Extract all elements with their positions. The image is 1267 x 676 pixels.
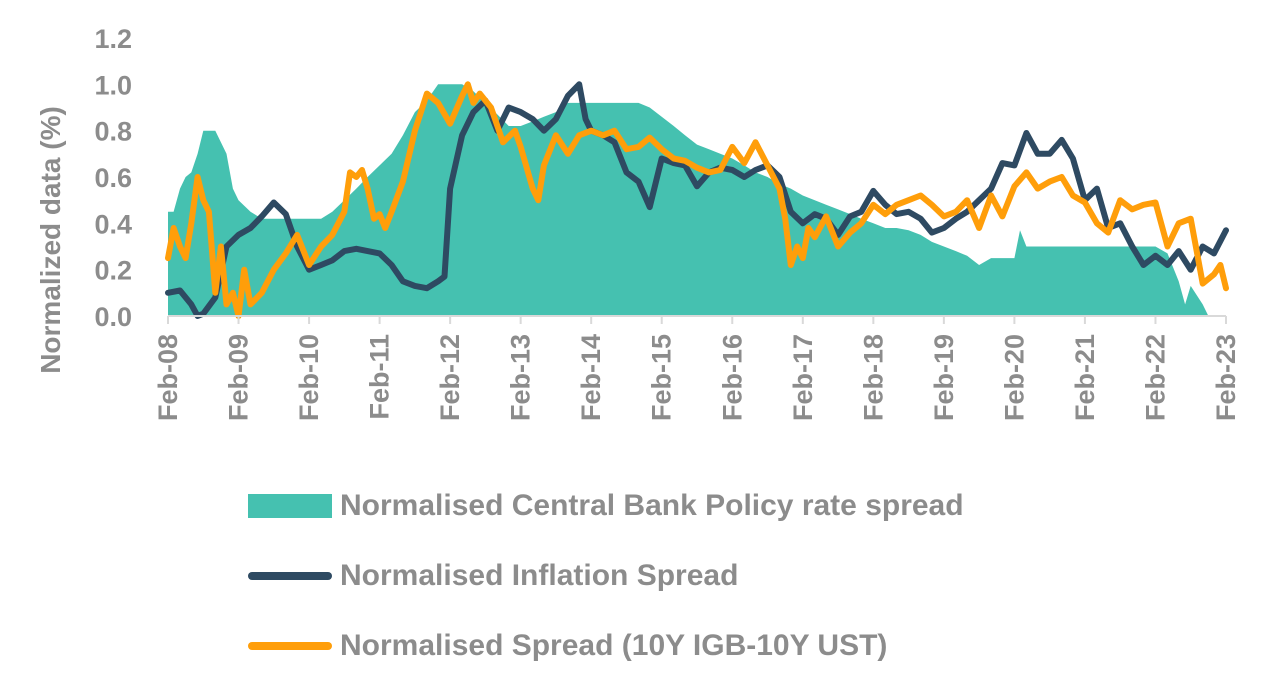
x-tick-label: Feb-20 xyxy=(999,334,1029,421)
y-tick-label: 0.2 xyxy=(94,256,132,286)
x-tick-label: Feb-17 xyxy=(788,334,818,421)
y-axis-label: Normalized data (%) xyxy=(35,106,66,374)
x-tick-label: Feb-14 xyxy=(576,334,606,421)
x-tick-label: Feb-15 xyxy=(647,334,677,421)
x-ticks: Feb-08 Feb-09 Feb-10 Feb-11 Feb-12 Feb-13 Feb-… xyxy=(153,316,1241,421)
y-ticks: 0.0 0.2 0.4 0.6 0.8 1.0 1.2 xyxy=(94,24,132,332)
series-area-0 xyxy=(168,84,1226,316)
x-tick-label: Feb-09 xyxy=(224,334,254,421)
area-layer xyxy=(168,84,1226,316)
x-tick-label: Feb-10 xyxy=(294,334,324,421)
legend-swatch-line xyxy=(248,572,332,580)
legend-swatch-line xyxy=(248,642,332,650)
y-tick-label: 1.2 xyxy=(94,24,132,54)
legend-item-igb-ust: Normalised Spread (10Y IGB-10Y UST) xyxy=(248,626,887,666)
legend-item-policy-rate: Normalised Central Bank Policy rate spre… xyxy=(248,486,964,526)
plot-area xyxy=(165,81,1229,319)
y-tick-label: 1.0 xyxy=(94,70,132,100)
x-tick-label: Feb-13 xyxy=(506,334,536,421)
x-tick-label: Feb-23 xyxy=(1211,334,1241,421)
legend-swatch-area xyxy=(248,494,332,518)
x-tick-label: Feb-08 xyxy=(153,334,183,421)
x-tick-label: Feb-12 xyxy=(435,334,465,421)
x-tick-label: Feb-22 xyxy=(1140,334,1170,421)
x-tick-label: Feb-11 xyxy=(365,334,395,420)
x-tick-label: Feb-19 xyxy=(929,334,959,421)
legend-label-policy-rate: Normalised Central Bank Policy rate spre… xyxy=(340,489,964,522)
x-tick-label: Feb-18 xyxy=(858,334,888,421)
legend-label-inflation: Normalised Inflation Spread xyxy=(340,559,739,592)
x-tick-label: Feb-21 xyxy=(1070,334,1100,421)
y-tick-label: 0.0 xyxy=(94,302,132,332)
y-tick-label: 0.6 xyxy=(94,163,132,193)
y-tick-label: 0.4 xyxy=(94,209,132,239)
legend-label-igb-ust: Normalised Spread (10Y IGB-10Y UST) xyxy=(340,629,888,662)
x-tick-label: Feb-16 xyxy=(717,334,747,421)
series-line-2 xyxy=(165,81,1229,319)
series-line-1 xyxy=(165,81,1229,319)
line-layer xyxy=(165,81,1229,319)
y-tick-label: 0.8 xyxy=(94,117,132,147)
legend-item-inflation: Normalised Inflation Spread xyxy=(248,556,738,596)
